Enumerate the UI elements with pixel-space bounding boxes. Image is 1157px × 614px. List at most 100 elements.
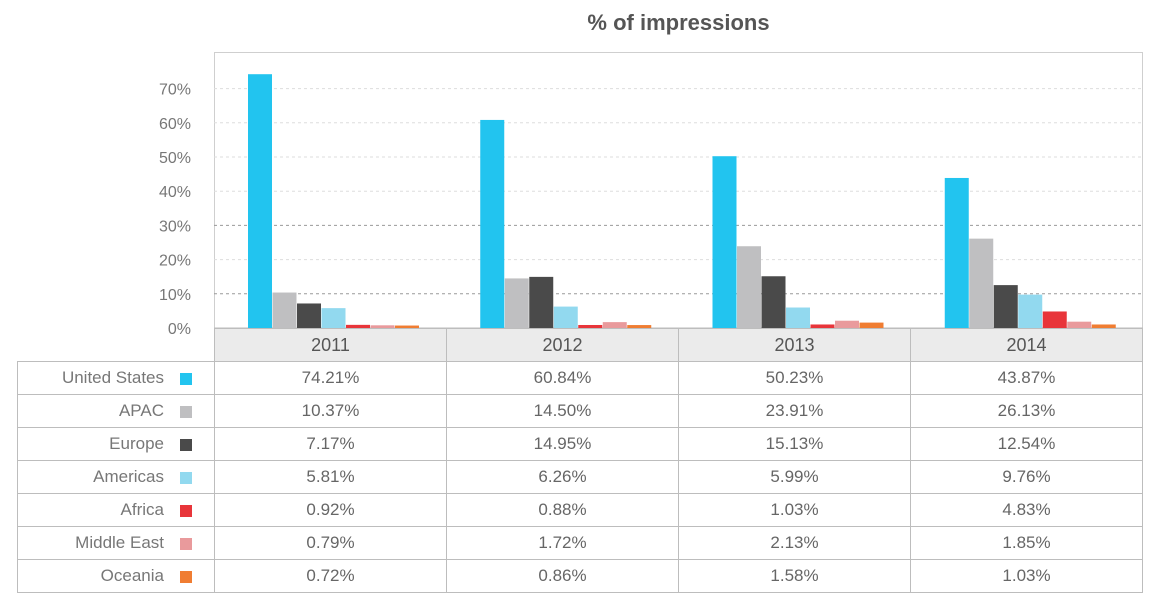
value-cell: 26.13% <box>910 394 1143 428</box>
value-cell: 43.87% <box>910 361 1143 395</box>
series-name: Americas <box>93 467 164 486</box>
y-tick-label: 40% <box>159 184 191 201</box>
bar-middle-east-2014 <box>1067 321 1092 328</box>
bar-americas-2012 <box>553 306 578 328</box>
legend-swatch <box>180 537 192 550</box>
bar-oceania-2013 <box>859 322 884 328</box>
bar-europe-2013 <box>761 276 786 328</box>
bar-apac-2011 <box>272 292 297 328</box>
bar-europe-2014 <box>993 285 1018 328</box>
bar-oceania-2014 <box>1091 324 1116 328</box>
value-cell: 4.83% <box>910 493 1143 527</box>
value-cell: 7.17% <box>214 427 447 461</box>
bar-apac-2014 <box>969 238 994 328</box>
value-cell: 0.79% <box>214 526 447 560</box>
y-tick-label: 20% <box>159 253 191 270</box>
bar-oceania-2012 <box>627 325 652 328</box>
bar-africa-2012 <box>578 324 603 328</box>
legend-swatch <box>180 405 192 418</box>
table-row: United States 74.21% 60.84% 50.23% 43.87% <box>17 361 1143 395</box>
series-name: Africa <box>120 500 164 519</box>
bar-africa-2013 <box>810 324 835 328</box>
value-cell: 60.84% <box>446 361 679 395</box>
table-row: Middle East 0.79% 1.72% 2.13% 1.85% <box>17 526 1143 560</box>
value-cell: 23.91% <box>678 394 911 428</box>
value-cell: 1.85% <box>910 526 1143 560</box>
bar-apac-2012 <box>504 278 529 328</box>
series-label-cell: Americas <box>17 460 215 494</box>
value-cell: 10.37% <box>214 394 447 428</box>
category-header: 2013 <box>678 328 911 362</box>
series-name: Middle East <box>75 533 164 552</box>
value-cell: 74.21% <box>214 361 447 395</box>
bar-americas-2011 <box>321 308 346 328</box>
table-row: APAC 10.37% 14.50% 23.91% 26.13% <box>17 394 1143 428</box>
bar-united-states-2012 <box>480 119 505 328</box>
value-cell: 5.81% <box>214 460 447 494</box>
table-header-row: 2011 2012 2013 2014 <box>17 328 1143 362</box>
value-cell: 9.76% <box>910 460 1143 494</box>
bar-united-states-2014 <box>944 177 969 328</box>
value-cell: 14.95% <box>446 427 679 461</box>
y-tick-label: 30% <box>159 218 191 235</box>
value-cell: 0.86% <box>446 559 679 593</box>
bar-middle-east-2013 <box>835 320 859 328</box>
value-cell: 1.03% <box>910 559 1143 593</box>
legend-swatch <box>180 471 192 484</box>
table-row: Europe 7.17% 14.95% 15.13% 12.54% <box>17 427 1143 461</box>
y-tick-label: 70% <box>159 82 191 99</box>
bar-americas-2014 <box>1018 294 1043 328</box>
category-header: 2011 <box>214 328 447 362</box>
value-cell: 1.72% <box>446 526 679 560</box>
data-table: 2011 2012 2013 2014 United States 74.21% 60.8… <box>17 328 1143 593</box>
value-cell: 2.13% <box>678 526 911 560</box>
y-tick-label: 10% <box>159 287 191 304</box>
bar-united-states-2013 <box>712 156 737 328</box>
chart-title: % of impressions <box>587 10 770 35</box>
table-corner <box>17 328 215 362</box>
plot-frame <box>214 52 1143 328</box>
bar-africa-2011 <box>346 324 370 328</box>
series-label-cell: APAC <box>17 394 215 428</box>
category-header: 2014 <box>910 328 1143 362</box>
bar-oceania-2011 <box>395 325 419 328</box>
value-cell: 5.99% <box>678 460 911 494</box>
series-name: United States <box>61 368 164 387</box>
series-label-cell: Africa <box>17 493 215 527</box>
value-cell: 14.50% <box>446 394 679 428</box>
table-row: Africa 0.92% 0.88% 1.03% 4.83% <box>17 493 1143 527</box>
y-tick-label: 50% <box>159 150 191 167</box>
legend-swatch <box>180 438 192 451</box>
value-cell: 0.92% <box>214 493 447 527</box>
series-name: Oceania <box>100 566 164 585</box>
value-cell: 6.26% <box>446 460 679 494</box>
category-header: 2012 <box>446 328 679 362</box>
bar-apac-2013 <box>737 246 761 328</box>
legend-swatch <box>180 372 192 385</box>
series-label-cell: Middle East <box>17 526 215 560</box>
table-row: Oceania 0.72% 0.86% 1.58% 1.03% <box>17 559 1143 593</box>
legend-swatch <box>180 570 192 583</box>
y-tick-label: 60% <box>159 116 191 133</box>
bar-europe-2011 <box>297 303 321 328</box>
bar-united-states-2011 <box>248 74 272 328</box>
series-label-cell: Oceania <box>17 559 215 593</box>
value-cell: 0.88% <box>446 493 679 527</box>
value-cell: 15.13% <box>678 427 911 461</box>
legend-swatch <box>180 504 192 517</box>
value-cell: 12.54% <box>910 427 1143 461</box>
value-cell: 1.58% <box>678 559 911 593</box>
bar-africa-2014 <box>1042 311 1067 328</box>
value-cell: 50.23% <box>678 361 911 395</box>
table-row: Americas 5.81% 6.26% 5.99% 9.76% <box>17 460 1143 494</box>
table-body: United States 74.21% 60.84% 50.23% 43.87% APA… <box>17 361 1143 593</box>
series-name: APAC <box>118 401 164 420</box>
bar-americas-2013 <box>786 307 810 328</box>
bar-middle-east-2011 <box>370 325 395 328</box>
series-label-cell: United States <box>17 361 215 395</box>
series-name: Europe <box>109 434 164 453</box>
bar-middle-east-2012 <box>602 322 627 328</box>
bar-europe-2012 <box>529 276 554 328</box>
series-label-cell: Europe <box>17 427 215 461</box>
value-cell: 1.03% <box>678 493 911 527</box>
